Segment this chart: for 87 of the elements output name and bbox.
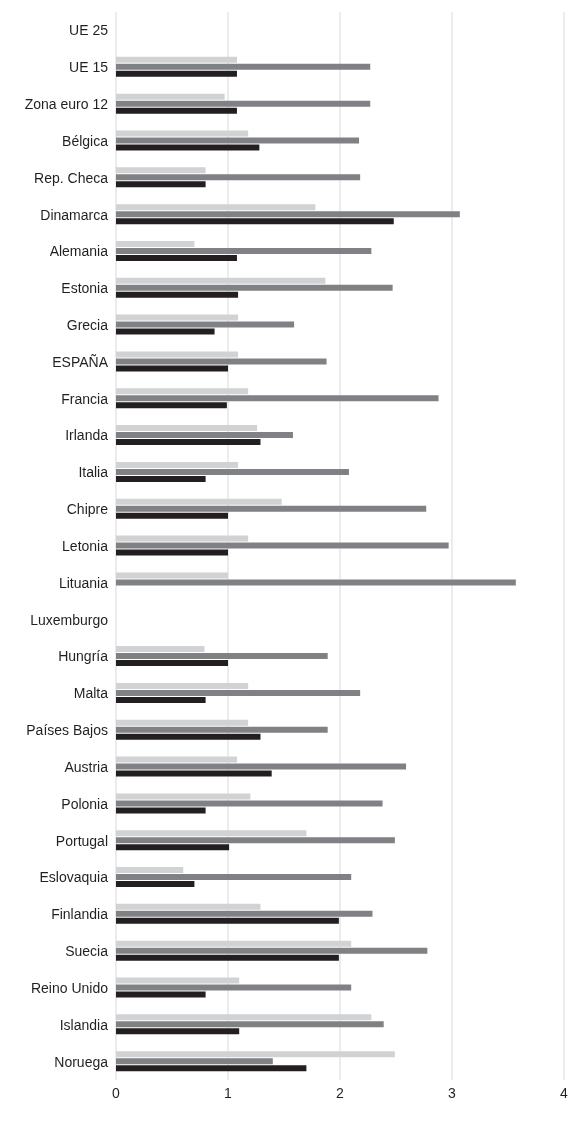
y-tick-label: Islandia — [59, 1016, 109, 1033]
bar — [116, 211, 460, 218]
bar — [116, 475, 206, 482]
bar — [116, 321, 295, 328]
bar — [116, 874, 352, 881]
y-tick-label: Irlanda — [65, 427, 109, 444]
y-tick-label: Dinamarca — [40, 206, 109, 223]
bar — [116, 917, 339, 924]
y-tick-label: Grecia — [66, 317, 109, 333]
bar — [116, 247, 372, 254]
bar — [116, 1058, 273, 1065]
bar — [116, 1021, 384, 1028]
bar — [116, 137, 360, 144]
y-tick-label: Rep. Checa — [34, 169, 109, 186]
y-tick-label: Italia — [78, 464, 109, 481]
bar — [116, 174, 361, 181]
bar — [116, 439, 261, 446]
y-tick-label: Lituania — [58, 574, 109, 591]
bar — [116, 579, 516, 586]
y-tick-label: Países Bajos — [26, 722, 108, 739]
bar — [116, 947, 428, 954]
bar — [116, 881, 195, 888]
y-tick-label: Alemania — [49, 243, 109, 260]
bar — [116, 358, 327, 365]
bar — [116, 991, 206, 998]
y-tick-label: Luxemburgo — [30, 611, 109, 628]
bar — [116, 181, 206, 188]
bar — [116, 432, 293, 439]
bar — [116, 468, 349, 475]
y-tick-label: Hungría — [58, 648, 109, 665]
bar — [116, 70, 237, 77]
y-tick-label: Chipre — [66, 501, 109, 518]
y-tick-label: Francia — [61, 390, 109, 407]
y-tick-label: Portugal — [55, 832, 108, 849]
y-tick-label: Estonia — [61, 280, 109, 297]
bar — [116, 763, 407, 770]
y-tick-label: Malta — [73, 685, 109, 702]
x-tick-label: 2 — [336, 1084, 345, 1101]
bar — [116, 395, 439, 402]
bar — [116, 770, 272, 777]
bar — [116, 837, 395, 844]
y-tick-label: Finlandia — [51, 906, 109, 923]
bar — [116, 910, 373, 917]
bar — [116, 542, 449, 549]
bar — [116, 660, 228, 667]
y-tick-label: Eslovaquia — [39, 869, 109, 886]
y-tick-label: Reino Unido — [30, 979, 109, 996]
y-tick-label: ESPAÑA — [52, 353, 109, 370]
x-tick-label: 1 — [224, 1084, 233, 1101]
bar — [116, 800, 383, 807]
bar — [116, 63, 371, 70]
bar — [116, 1028, 240, 1035]
bar — [116, 512, 228, 519]
x-tick-label: 0 — [112, 1084, 121, 1101]
bar — [116, 505, 427, 512]
bar — [116, 284, 393, 291]
bar — [116, 1065, 307, 1072]
x-tick-label: 4 — [560, 1084, 569, 1101]
x-tick-label: 3 — [448, 1084, 457, 1101]
bar — [116, 144, 260, 151]
y-tick-label: Polonia — [61, 795, 109, 812]
bar — [116, 254, 237, 261]
bar — [116, 726, 328, 733]
bar — [116, 402, 227, 409]
y-tick-label: Suecia — [65, 943, 109, 960]
y-tick-label: UE 25 — [69, 22, 109, 39]
y-tick-label: Bélgica — [62, 132, 109, 149]
bar — [116, 689, 361, 696]
bar — [116, 954, 339, 961]
y-tick-label: Letonia — [62, 537, 109, 554]
bar — [116, 844, 230, 851]
y-tick-label: Noruega — [54, 1053, 109, 1070]
bar — [116, 549, 228, 556]
y-tick-label: Austria — [64, 758, 109, 775]
bar — [116, 328, 215, 335]
bar — [116, 807, 206, 814]
y-tick-label: Zona euro 12 — [24, 96, 109, 113]
bar — [116, 365, 228, 372]
bar — [116, 696, 206, 703]
bar — [116, 653, 328, 660]
bar — [116, 218, 394, 225]
bar — [116, 984, 352, 991]
bar — [116, 291, 239, 298]
bar — [116, 100, 371, 107]
bar — [116, 733, 261, 740]
y-tick-label: UE 15 — [69, 59, 109, 76]
bar — [116, 107, 237, 114]
